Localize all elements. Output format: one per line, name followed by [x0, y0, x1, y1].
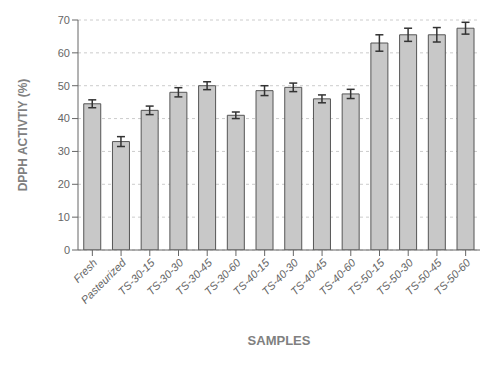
- svg-text:TS-50-60: TS-50-60: [432, 256, 474, 298]
- svg-text:TS-30-60: TS-30-60: [202, 256, 243, 298]
- svg-text:50: 50: [58, 80, 70, 92]
- svg-text:TS-30-15: TS-30-15: [115, 256, 157, 298]
- svg-text:20: 20: [58, 178, 70, 190]
- svg-text:TS-50-45: TS-50-45: [403, 256, 444, 298]
- svg-text:TS-40-60: TS-40-60: [316, 256, 358, 298]
- svg-text:0: 0: [64, 244, 70, 256]
- svg-text:70: 70: [58, 14, 70, 26]
- svg-text:TS-40-30: TS-40-30: [259, 256, 301, 298]
- svg-text:Fresh: Fresh: [70, 256, 100, 285]
- svg-text:TS-50-30: TS-50-30: [374, 256, 416, 298]
- svg-text:TS-50-15: TS-50-15: [345, 256, 387, 298]
- svg-text:TS-40-45: TS-40-45: [288, 256, 329, 298]
- svg-text:60: 60: [58, 47, 70, 59]
- svg-text:SAMPLES: SAMPLES: [248, 333, 311, 348]
- svg-text:30: 30: [58, 145, 70, 157]
- svg-text:Pasteurized: Pasteurized: [78, 256, 128, 306]
- svg-text:10: 10: [58, 211, 70, 223]
- svg-text:TS-30-30: TS-30-30: [144, 256, 186, 298]
- svg-text:TS-30-45: TS-30-45: [173, 256, 215, 298]
- svg-text:40: 40: [58, 112, 70, 124]
- svg-text:TS-40-15: TS-40-15: [230, 256, 272, 298]
- svg-text:DPPH ACTIVTIY (%): DPPH ACTIVTIY (%): [16, 79, 30, 192]
